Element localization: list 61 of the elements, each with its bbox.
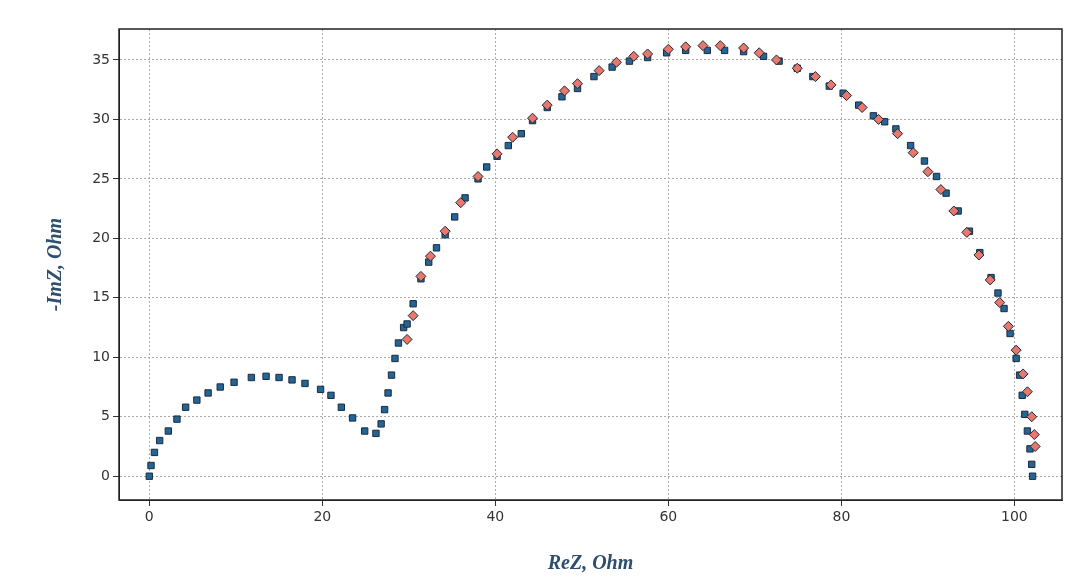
y-tick-label: 5: [101, 407, 110, 424]
x-tick-label: 80: [832, 508, 851, 525]
point: [907, 147, 919, 159]
y-tick-label: 10: [92, 347, 110, 364]
point: [593, 65, 605, 77]
point: [415, 270, 427, 282]
point: [424, 250, 436, 262]
point: [892, 128, 904, 140]
point: [935, 184, 947, 196]
y-tick-label: 30: [92, 110, 110, 127]
y-tick-label: 25: [92, 169, 110, 186]
point: [714, 40, 726, 52]
point: [472, 170, 484, 182]
point: [407, 310, 419, 322]
x-tick-label: 60: [659, 508, 678, 525]
point: [610, 56, 622, 68]
x-tick-label: 0: [144, 508, 154, 525]
point: [1017, 368, 1029, 380]
point: [809, 71, 821, 83]
point: [1002, 320, 1014, 332]
point: [572, 78, 584, 90]
point: [439, 225, 451, 237]
y-axis-title: -ImZ, Ohm: [43, 217, 66, 312]
point: [922, 166, 934, 178]
point: [455, 197, 467, 209]
point: [1029, 440, 1041, 452]
point: [856, 102, 868, 113]
x-tick-label: 20: [313, 508, 332, 525]
x-tick-label: 40: [486, 508, 505, 525]
y-tick-label: 35: [92, 50, 110, 67]
y-tick-label: 20: [92, 228, 110, 245]
point: [1026, 411, 1038, 423]
point: [697, 40, 709, 52]
point: [961, 226, 973, 238]
point: [1010, 344, 1022, 356]
point: [948, 205, 960, 217]
point: [873, 113, 885, 125]
point: [527, 112, 539, 124]
point: [507, 131, 519, 143]
point: [984, 274, 996, 286]
point: [628, 50, 640, 62]
point: [401, 333, 413, 345]
point: [680, 41, 692, 53]
point: [825, 79, 837, 91]
point: [1021, 386, 1033, 398]
point: [738, 42, 750, 54]
y-tick-label: 15: [92, 288, 110, 305]
point: [994, 297, 1006, 309]
y-tick-label: 0: [101, 466, 110, 483]
point: [1028, 429, 1040, 441]
point: [973, 249, 985, 261]
point: [491, 148, 503, 160]
point: [753, 47, 765, 59]
point: [771, 54, 783, 66]
point: [541, 99, 553, 111]
point: [662, 43, 674, 55]
point: [642, 48, 654, 60]
point: [559, 85, 571, 97]
point: [841, 90, 853, 102]
x-axis-title: ReZ, Ohm: [546, 551, 634, 574]
x-tick-label: 100: [1001, 508, 1028, 525]
